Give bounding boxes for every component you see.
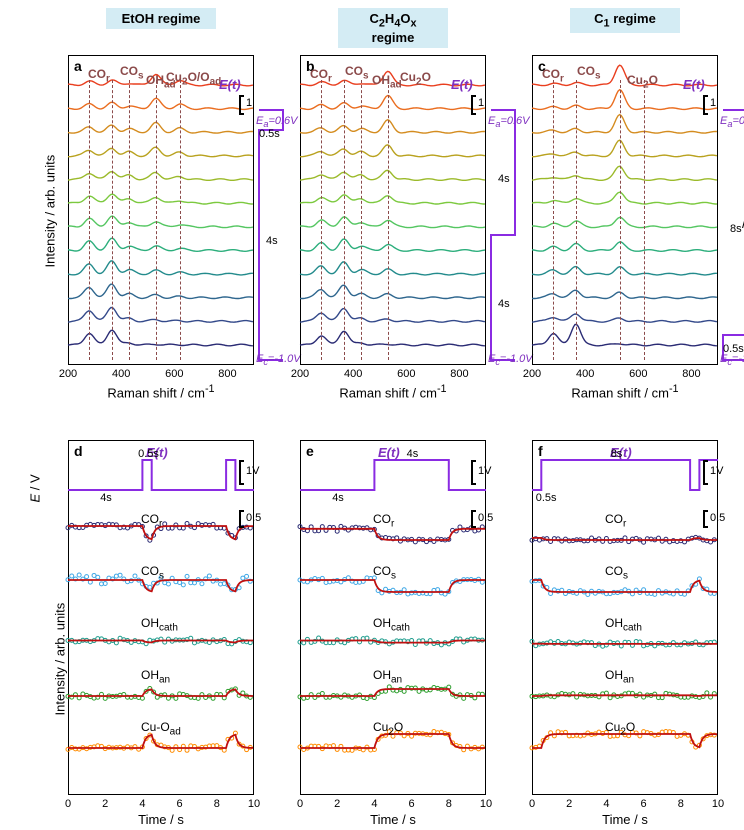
pulse-profile-top-c: [720, 110, 744, 360]
guide-c-Cu2O: [620, 80, 621, 360]
guide-b-Cu2O: [388, 80, 389, 360]
species-label-c-1: COs: [577, 64, 601, 81]
species-label-b-2: OHad: [372, 73, 402, 90]
trace-label-d-OHcath: OHcath: [141, 616, 178, 633]
trace-label-e-COr: COr: [373, 512, 394, 529]
scalebar-I-e: [471, 510, 476, 528]
species-label-a-3: Cu2O/Oad: [166, 70, 221, 87]
trace-label-f-OHan: OHan: [605, 668, 634, 685]
regime-title-c: C1 regime: [570, 8, 680, 33]
scalebar-top-c: [703, 95, 708, 115]
y-axis-label-E: E / V: [28, 453, 43, 503]
guide-b-COs: [344, 80, 345, 360]
x-axis-label-bot-e: Time / s: [363, 812, 423, 827]
scalebar-V-d: [239, 460, 244, 485]
species-label-b-3: Cu2O: [400, 70, 431, 87]
y-axis-label-top: Intensity / arb. units: [43, 148, 58, 268]
guide-c-COs: [576, 80, 577, 360]
x-axis-label-top: Raman shift / cm-1: [101, 383, 221, 400]
species-label-c-0: COr: [542, 67, 564, 84]
guide-a-COs: [112, 80, 113, 360]
ea-label-b: Ea=0.6V: [488, 115, 530, 129]
species-label-a-1: COs: [120, 64, 144, 81]
et-label-b: E(t): [451, 77, 473, 92]
species-label-c-2: Cu2O: [627, 73, 658, 90]
trace-label-f-OHcath: OHcath: [605, 616, 642, 633]
regime-title-a: EtOH regime: [106, 8, 216, 29]
x-axis-label-bot-d: Time / s: [131, 812, 191, 827]
guide-b-OHad: [361, 80, 362, 360]
trace-label-d-OHan: OHan: [141, 668, 170, 685]
trace-label-e-Cu2O: Cu2O: [373, 720, 403, 737]
species-label-a-0: COr: [88, 67, 110, 84]
trace-label-d-COs: COs: [141, 564, 164, 581]
guide-a-Oad: [180, 80, 181, 360]
scalebar-V-f: [703, 460, 708, 485]
x-axis-label-bot-f: Time / s: [595, 812, 655, 827]
ec-label-a: Ec=-1.0V: [256, 353, 301, 367]
y-axis-label-bot: Intensity / arb. units: [53, 575, 68, 715]
et-label-c: E(t): [683, 77, 705, 92]
ec-label-c: Ec=-1.0V: [720, 353, 744, 367]
guide-c-Oad: [644, 80, 645, 360]
trace-label-f-Cu2O: Cu2O: [605, 720, 635, 737]
ec-label-b: Ec=-1.0V: [488, 353, 533, 367]
trace-label-f-COs: COs: [605, 564, 628, 581]
guide-a-OHad: [129, 80, 130, 360]
x-axis-label-top: Raman shift / cm-1: [565, 383, 685, 400]
raman-waterfall-c: [532, 55, 718, 365]
ea-label-c: Ea=0.6V: [720, 115, 744, 129]
scalebar-top-a: [239, 95, 244, 115]
guide-c-COr: [553, 80, 554, 360]
scalebar-top-b: [471, 95, 476, 115]
raman-waterfall-b: [300, 55, 486, 365]
species-label-b-0: COr: [310, 67, 332, 84]
scalebar-V-e: [471, 460, 476, 485]
guide-a-Cu2O: [156, 80, 157, 360]
trace-label-d-CuOad: Cu-Oad: [141, 720, 181, 737]
trace-label-f-COr: COr: [605, 512, 626, 529]
regime-title-b: C2H4Ox regime: [338, 8, 448, 48]
scalebar-I-d: [239, 510, 244, 528]
species-label-b-1: COs: [345, 64, 369, 81]
trace-label-e-OHcath: OHcath: [373, 616, 410, 633]
x-axis-label-top: Raman shift / cm-1: [333, 383, 453, 400]
raman-waterfall-a: [68, 55, 254, 365]
et-label-a: E(t): [219, 77, 241, 92]
trace-label-e-OHan: OHan: [373, 668, 402, 685]
trace-label-d-COr: COr: [141, 512, 162, 529]
guide-a-COr: [89, 80, 90, 360]
trace-label-e-COs: COs: [373, 564, 396, 581]
scalebar-I-f: [703, 510, 708, 528]
pulse-profile-top-b: [488, 110, 528, 360]
guide-b-COr: [321, 80, 322, 360]
